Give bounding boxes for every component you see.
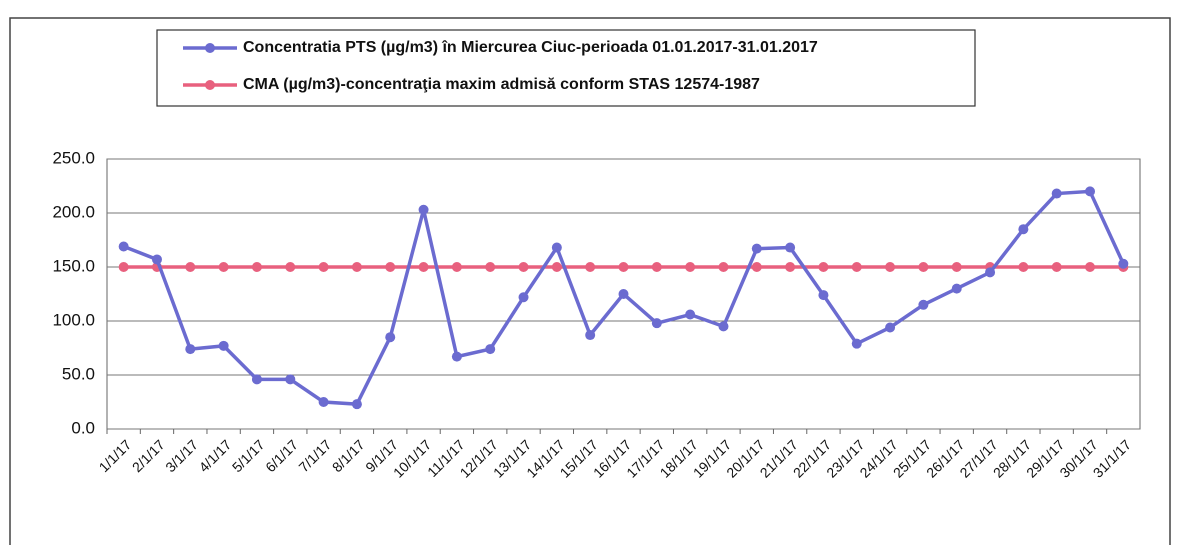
point [385,262,396,272]
point [685,262,696,272]
point [1051,188,1062,199]
point [218,262,229,272]
y-tick-label: 50.0 [62,364,95,383]
point [185,262,196,272]
y-tick-label: 100.0 [52,310,95,329]
point [1085,262,1096,272]
point [118,262,129,272]
point [918,262,929,272]
point [818,262,829,272]
point [251,374,262,385]
point [285,262,296,272]
legend-label: Concentratia PTS (µg/m3) în Miercurea Ci… [243,39,818,56]
point [851,338,862,349]
point [885,322,896,333]
point [418,204,429,215]
point [785,242,796,253]
point [318,262,329,272]
y-tick-label: 250.0 [52,148,95,167]
point [518,262,529,272]
point [1018,224,1029,235]
point [751,243,762,254]
legend-marker [205,80,215,90]
y-tick-label: 200.0 [52,202,95,221]
point [518,292,529,303]
point [951,283,962,294]
point [551,262,562,272]
point [718,262,729,272]
point [618,289,629,299]
point [451,351,462,362]
point [285,374,296,385]
point [318,397,329,407]
point [351,399,362,410]
point [951,262,962,272]
point [185,344,196,355]
point [651,318,662,329]
point [651,262,662,272]
point [251,262,262,272]
point [451,262,462,272]
point [718,321,729,332]
point [485,344,496,355]
point [618,262,629,272]
point [1118,258,1129,269]
point [585,262,596,272]
point [1018,262,1029,272]
point [985,267,996,278]
point [885,262,896,272]
point [785,262,796,272]
y-tick-label: 150.0 [52,256,95,275]
point [751,262,762,272]
point [851,262,862,272]
point [685,309,696,320]
legend-label: CMA (µg/m3)-concentraţia maxim admisă co… [243,76,760,93]
point [118,241,129,252]
y-tick-label: 0.0 [71,418,95,437]
point [151,254,162,265]
point [1085,186,1096,197]
point [918,299,929,310]
point [351,262,362,272]
point [418,262,429,272]
point [485,262,496,272]
legend-box [156,29,976,107]
point [385,332,396,343]
point [551,242,562,253]
point [818,290,829,301]
point [585,330,596,341]
point [1051,262,1062,272]
legend-marker [205,43,215,53]
point [218,340,229,351]
